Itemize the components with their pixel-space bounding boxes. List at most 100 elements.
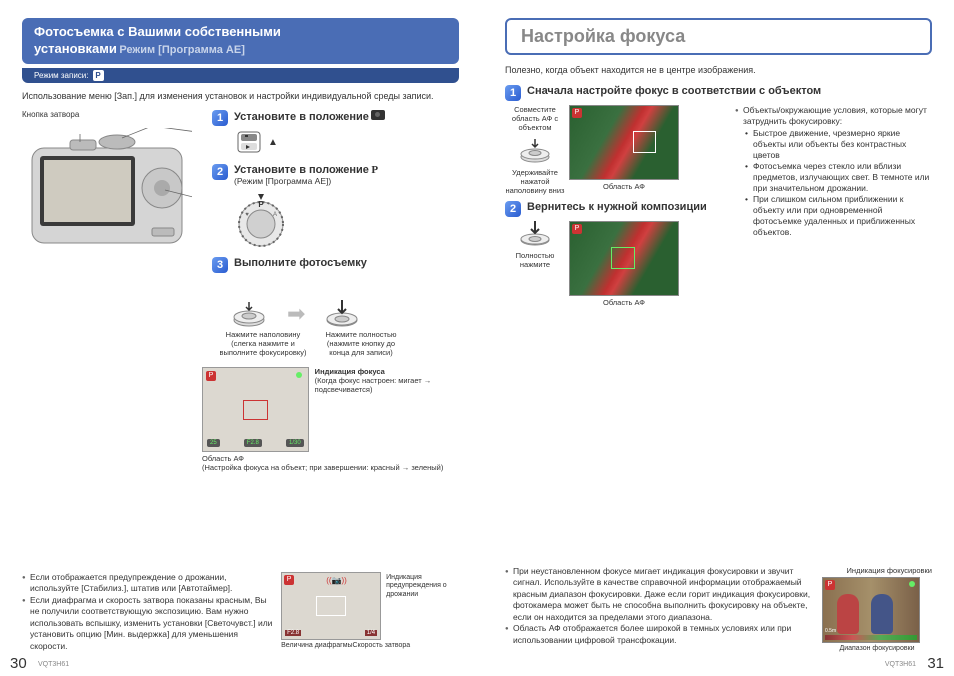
half-sub: (слегка нажмите и выполните фокусировку): [219, 339, 306, 357]
cond-3: При слишком сильном приближении к объект…: [745, 194, 932, 238]
bottom-lcd-box: P ((📷)) F2.81/4 Индикация предупреждения…: [281, 572, 410, 649]
shutter-speed-label: Скорость затвора: [353, 642, 411, 649]
bottom-bullets-left: Если отображается предупреждение о дрожа…: [22, 572, 273, 652]
af-label: Область АФ: [202, 454, 244, 463]
title-box-right: Настройка фокуса: [505, 18, 932, 55]
af-photo-1: P: [569, 105, 679, 180]
step2-letter: P: [371, 164, 378, 176]
shake-warn-icon: ((📷)): [326, 576, 347, 585]
hold-label: Удерживайте нажатой наполовину вниз: [505, 168, 565, 195]
doc-code-right: VQT3H61: [885, 661, 916, 668]
rbullet-2: Область АФ отображается более широкой в …: [505, 623, 812, 646]
step-num-3: 3: [212, 257, 228, 273]
page-num-31: 31: [927, 655, 944, 672]
intro-text: Использование меню [Зап.] для изменения …: [22, 91, 459, 103]
step-1: 1 Установите в положение: [212, 110, 442, 126]
shutter-press-row: ➡: [232, 300, 459, 328]
range-box: Индикация фокусировки P 0.5m Диапазон фо…: [822, 566, 932, 652]
bullet-l2: Если диафрагма и скорость затвора показа…: [22, 595, 273, 652]
shutter-captions: Нажмите наполовину(слегка нажмите и выпо…: [218, 330, 459, 357]
page-num-30: 30: [10, 655, 27, 672]
align-label: Совместите область АФ с объектом: [505, 105, 565, 132]
step-num-r1: 1: [505, 85, 521, 101]
small-lcd: P ((📷)) F2.81/4: [281, 572, 381, 640]
focus-ind-sub: (Когда фокус настроен: мигает → подсвечи…: [315, 376, 459, 394]
switch-icon: [234, 130, 264, 154]
conditions-list: Объекты/окружающие условия, которые могу…: [735, 105, 932, 128]
conditions-sublist: Быстрое движение, чрезмерно яркие объект…: [735, 128, 932, 238]
lcd-screen: P 25F2.81/30: [202, 367, 309, 452]
cond-2: Фотосъемка через стекло или вблизи предм…: [745, 161, 932, 194]
align-col: Совместите область АФ с объектом Удержив…: [505, 105, 565, 195]
title-right: Настройка фокуса: [521, 26, 916, 47]
photo1-col: P Область АФ: [569, 105, 679, 191]
title-line2: установками: [34, 41, 117, 56]
mode-dial-icon: P ♥ A: [234, 194, 289, 249]
lcd-foot-labels: Величина диафрагмы Скорость затвора: [281, 642, 410, 649]
conditions-title: Объекты/окружающие условия, которые могу…: [735, 105, 932, 128]
press-col: Полностью нажмите: [505, 221, 565, 269]
focus-diagram-2: Полностью нажмите P Область АФ: [505, 221, 725, 307]
step-num-r2: 2: [505, 201, 521, 217]
focus-right-col: Объекты/окружающие условия, которые могу…: [735, 105, 932, 313]
p-mode-icon: P: [93, 70, 104, 81]
full-press-icon: [325, 300, 360, 328]
step-r1: 1 Сначала настройте фокус в соответствии…: [505, 85, 932, 101]
photo2-col: P Область АФ: [569, 221, 679, 307]
focus-range-photo: P 0.5m: [822, 577, 920, 643]
photo2-caption: Область АФ: [569, 298, 679, 307]
step-num-1: 1: [212, 110, 228, 126]
lcd-bottom-caption: Область АФ (Настройка фокуса на объект; …: [202, 454, 459, 472]
bottom-notes-right: При неустановленном фокусе мигает индика…: [505, 566, 932, 652]
aperture-label: Величина диафрагмы: [281, 642, 352, 649]
half-title: Нажмите наполовину: [226, 330, 301, 339]
step-num-2: 2: [212, 164, 228, 180]
range-label: Диапазон фокусировки: [822, 645, 932, 652]
focus-left-col: Совместите область АФ с объектом Удержив…: [505, 105, 725, 313]
rec-play-switch: ▲: [234, 130, 442, 154]
step2-title: Установите в положение: [234, 164, 369, 176]
full-sub: (нажмите кнопку до конца для записи): [327, 339, 395, 357]
bottom-bullets-right: При неустановленном фокусе мигает индика…: [505, 566, 812, 646]
svg-text:♥: ♥: [245, 212, 249, 218]
svg-text:A: A: [273, 212, 277, 218]
lcd-bottom-bar: 25F2.81/30: [207, 439, 304, 447]
record-mode-bar: Режим записи: P: [22, 68, 459, 83]
cond-1: Быстрое движение, чрезмерно яркие объект…: [745, 128, 932, 161]
doc-code-left: VQT3H61: [38, 661, 69, 668]
svg-text:P: P: [258, 200, 264, 209]
step2-sub: (Режим [Программа AE]): [234, 176, 378, 186]
step-r1-title: Сначала настройте фокус в соответствии с…: [527, 85, 821, 97]
small-lcd-p: P: [284, 575, 294, 585]
step-3: 3 Выполните фотосъемку: [212, 257, 442, 273]
title-mode: Режим [Программа AE]: [119, 44, 244, 56]
bullet-l1: Если отображается предупреждение о дрожа…: [22, 572, 273, 595]
lcd-af-frame: [243, 400, 268, 420]
lcd-preview-area: P 25F2.81/30 Индикация фокуса (Когда фок…: [202, 367, 459, 452]
steps-column: 1 Установите в положение ▲: [212, 110, 442, 277]
focus-columns: Совместите область АФ с объектом Удержив…: [505, 105, 932, 313]
press-full-label: Полностью нажмите: [505, 251, 565, 269]
lcd-side-labels: Индикация фокуса (Когда фокус настроен: …: [315, 367, 459, 394]
focus-ind-title: Индикация фокуса: [315, 367, 459, 376]
lcd-p-badge: P: [206, 371, 216, 381]
camera-illustration: [22, 128, 192, 258]
half-press-icon: [232, 300, 267, 328]
af-photo-2: P: [569, 221, 679, 296]
title-box: Фотосъемка с Вашими собственными установ…: [22, 18, 459, 64]
full-title: Нажмите полностью: [325, 330, 396, 339]
step-r2-title: Вернитесь к нужной композиции: [527, 201, 707, 213]
step-2: 2 Установите в положение P (Режим [Прогр…: [212, 164, 442, 186]
focus-diagram-1: Совместите область АФ с объектом Удержив…: [505, 105, 725, 195]
page-31: Настройка фокуса Полезно, когда объект н…: [477, 0, 954, 676]
camera-diagram-area: Кнопка затвора 1 Установите в положен: [22, 110, 459, 290]
title-line1: Фотосъемка с Вашими собственными: [34, 24, 447, 41]
half-press-icon-r: [518, 138, 553, 164]
camera-mode-icon: [371, 110, 385, 120]
record-label: Режим записи:: [34, 71, 89, 80]
arrow-right-icon: ➡: [287, 301, 305, 327]
bottom-notes-left: Если отображается предупреждение о дрожа…: [22, 572, 455, 652]
af-sub: (Настройка фокуса на объект; при заверше…: [202, 463, 443, 472]
up-arrow-icon: ▲: [268, 137, 278, 148]
page-30: Фотосъемка с Вашими собственными установ…: [0, 0, 477, 676]
